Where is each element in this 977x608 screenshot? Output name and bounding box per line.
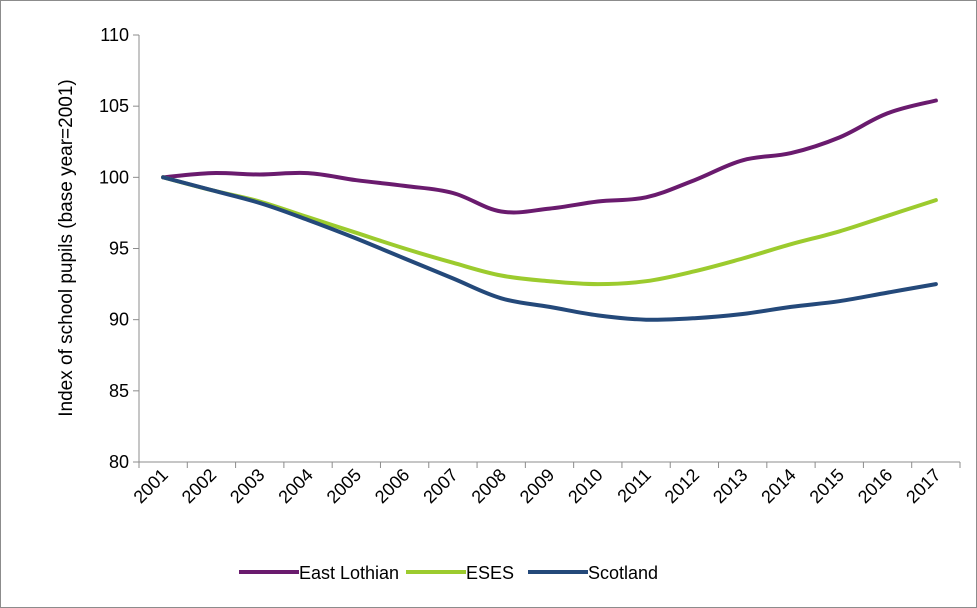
series-line-east-lothian: [161, 98, 938, 215]
y-tick-label: 80: [109, 452, 129, 472]
x-tick-label: 2004: [274, 465, 316, 507]
series-line-scotland: [161, 175, 938, 322]
x-tick-label: 2017: [902, 465, 944, 507]
x-tick-label: 2003: [226, 465, 268, 507]
x-tick-label: 2007: [419, 465, 461, 507]
y-tick-label: 95: [109, 239, 129, 259]
x-tick-label: 2005: [323, 465, 365, 507]
x-tick-label: 2006: [371, 465, 413, 507]
x-tick-label: 2015: [806, 465, 848, 507]
x-tick-label: 2016: [854, 465, 896, 507]
y-tick-label: 105: [99, 96, 129, 116]
x-tick-label: 2013: [709, 465, 751, 507]
series-line-eses: [161, 175, 938, 287]
y-axis-ticks: 80 85 90 95 100 105 110: [99, 25, 139, 472]
series-lines: [161, 98, 938, 322]
y-tick-label: 85: [109, 381, 129, 401]
legend-label-east-lothian: East Lothian: [299, 563, 399, 583]
x-tick-label: 2010: [564, 465, 606, 507]
x-tick-label: 2008: [468, 465, 510, 507]
legend-label-eses: ESES: [466, 563, 514, 583]
y-tick-label: 110: [100, 25, 129, 45]
x-tick-label: 2002: [178, 465, 220, 507]
y-tick-label: 100: [99, 167, 129, 187]
x-tick-label: 2012: [661, 465, 703, 507]
legend-label-scotland: Scotland: [588, 563, 658, 583]
legend: East Lothian ESES Scotland: [239, 563, 658, 583]
axes: [138, 35, 960, 463]
y-tick-label: 90: [109, 310, 129, 330]
x-tick-label: 2009: [516, 465, 558, 507]
x-tick-label: 2011: [613, 465, 655, 507]
x-tick-label: 2001: [130, 465, 172, 507]
y-axis-title: Index of school pupils (base year=2001): [56, 79, 77, 416]
x-axis-ticks: 2001 2002 2003 2004 2005 2006 2007 2008 2009 2010…: [130, 462, 961, 507]
x-tick-label: 2014: [757, 465, 799, 507]
